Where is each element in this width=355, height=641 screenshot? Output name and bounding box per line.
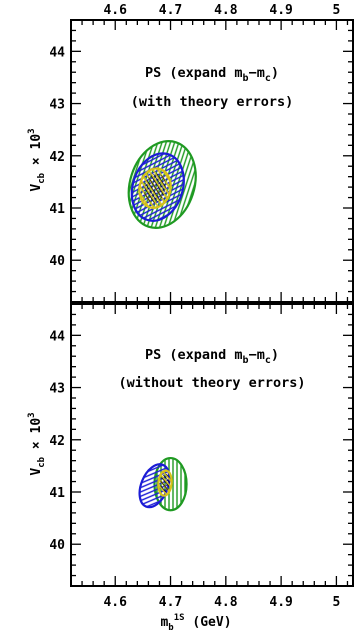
- x-tick-label: 5: [332, 3, 340, 18]
- y-tick-label: 44: [49, 45, 65, 60]
- top-axis-ticks: [70, 19, 353, 303]
- y-tick-label: 43: [49, 382, 65, 397]
- y-tick-label: 42: [49, 434, 65, 449]
- top-annotation-line1: PS (expand mb−mc): [145, 65, 279, 84]
- bottom-tick-labels: 40 41 42 43 44 4.6 4.7 4.8 4.9 5: [49, 329, 340, 610]
- x-tick-label: 4.9: [269, 3, 292, 18]
- top-ellipses: [127, 140, 197, 229]
- x-axis-label: mb1S (GeV): [160, 613, 231, 633]
- bottom-annotation-line1: PS (expand mb−mc): [145, 347, 279, 366]
- y-tick-label: 42: [49, 150, 65, 165]
- x-tick-label: 4.9: [269, 595, 292, 610]
- bottom-annotation-line2: (without theory errors): [119, 375, 306, 391]
- x-tick-label: 4.8: [214, 595, 238, 610]
- top-plot-frame: [70, 19, 354, 303]
- x-tick-label: 4.6: [103, 595, 127, 610]
- x-tick-label: 4.7: [159, 3, 182, 18]
- x-tick-label: 5: [332, 595, 340, 610]
- black-core-hatching: [144, 173, 167, 203]
- x-tick-label: 4.6: [103, 3, 127, 18]
- bottom-panel: 40 41 42 43 44 4.6 4.7 4.8 4.9 5 PS (expand mb−mc…: [27, 303, 354, 633]
- x-tick-label: 4.7: [159, 595, 182, 610]
- bottom-axis-ticks: [70, 303, 353, 587]
- y-tick-label: 43: [49, 98, 65, 113]
- black-core-hatching: [160, 473, 170, 493]
- top-annotation-line2: (with theory errors): [131, 94, 294, 110]
- y-tick-label: 40: [49, 538, 65, 553]
- top-tick-labels: 40 41 42 43 44 4.6 4.7 4.8 4.9 5: [49, 3, 340, 269]
- y-tick-label: 41: [49, 202, 65, 217]
- bottom-ellipses: [138, 456, 188, 512]
- y-tick-label: 41: [49, 486, 65, 501]
- bottom-plot-frame: [70, 303, 354, 587]
- y-tick-label: 40: [49, 254, 65, 269]
- top-y-axis-label: Vcb × 103: [27, 128, 47, 191]
- bottom-y-axis-label: Vcb × 103: [27, 412, 47, 475]
- y-tick-label: 44: [49, 329, 65, 344]
- x-tick-label: 4.8: [214, 3, 238, 18]
- top-panel: 40 41 42 43 44 4.6 4.7 4.8 4.9 5 PS (expand mb−mc…: [27, 3, 354, 303]
